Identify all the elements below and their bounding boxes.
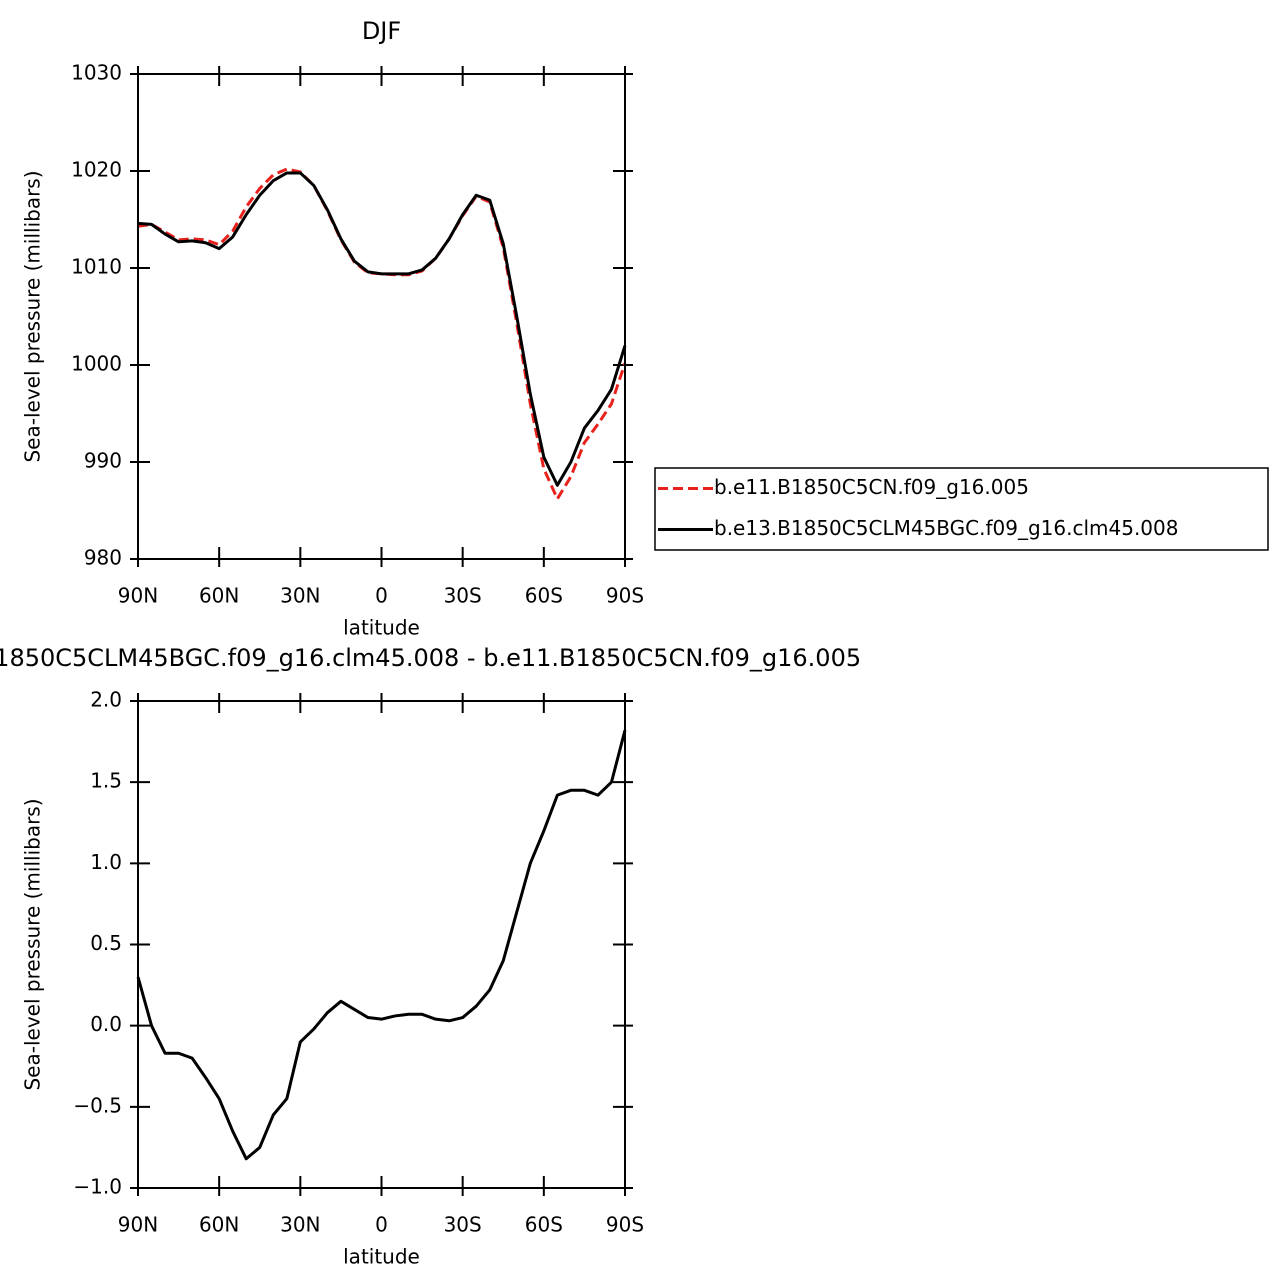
legend-label: b.e13.B1850C5CLM45BGC.f09_g16.clm45.008 [714, 516, 1178, 540]
x-tick-label: 30S [444, 1213, 482, 1237]
legend-box [654, 467, 1269, 551]
x-tick-label: 30S [444, 584, 482, 608]
y-tick-label: 980 [84, 546, 122, 570]
y-tick-label: −1.0 [73, 1175, 122, 1199]
plot-frame [137, 700, 626, 1189]
y-tick-label: 2.0 [90, 688, 122, 712]
data-line [137, 171, 627, 487]
y-tick-label: 990 [84, 449, 122, 473]
y-axis-label: Sea-level pressure (millibars) [21, 170, 45, 462]
x-tick-label: 60S [525, 1213, 563, 1237]
y-tick-label: 1000 [71, 352, 122, 376]
x-tick-label: 0 [375, 1213, 388, 1237]
y-tick-label: 1010 [71, 255, 122, 279]
y-axis-label: Sea-level pressure (millibars) [21, 798, 45, 1090]
plot-frame [137, 73, 626, 560]
y-tick-label: 1.5 [90, 769, 122, 793]
chart-title: DJF [362, 17, 401, 45]
x-tick-label: 90N [118, 584, 158, 608]
x-tick-label: 0 [375, 584, 388, 608]
legend-label: b.e11.B1850C5CN.f09_g16.005 [714, 475, 1029, 499]
y-tick-label: 0.5 [90, 931, 122, 955]
x-tick-label: 30N [280, 1213, 320, 1237]
x-axis-label: latitude [343, 616, 420, 640]
data-line [136, 729, 627, 1161]
x-tick-label: 30N [280, 584, 320, 608]
data-line [137, 167, 627, 501]
y-tick-label: 1030 [71, 61, 122, 85]
y-tick-label: 1020 [71, 158, 122, 182]
x-axis-label: latitude [343, 1245, 420, 1269]
x-tick-label: 60N [199, 1213, 239, 1237]
x-tick-label: 90N [118, 1213, 158, 1237]
y-tick-label: 1.0 [90, 850, 122, 874]
chart-title: b.e13.B1850C5CLM45BGC.f09_g16.clm45.008 … [0, 644, 861, 672]
x-tick-label: 60S [525, 584, 563, 608]
y-tick-label: −0.5 [73, 1093, 122, 1117]
y-tick-label: 0.0 [90, 1012, 122, 1036]
x-tick-label: 60N [199, 584, 239, 608]
x-tick-label: 90S [606, 1213, 644, 1237]
x-tick-label: 90S [606, 584, 644, 608]
